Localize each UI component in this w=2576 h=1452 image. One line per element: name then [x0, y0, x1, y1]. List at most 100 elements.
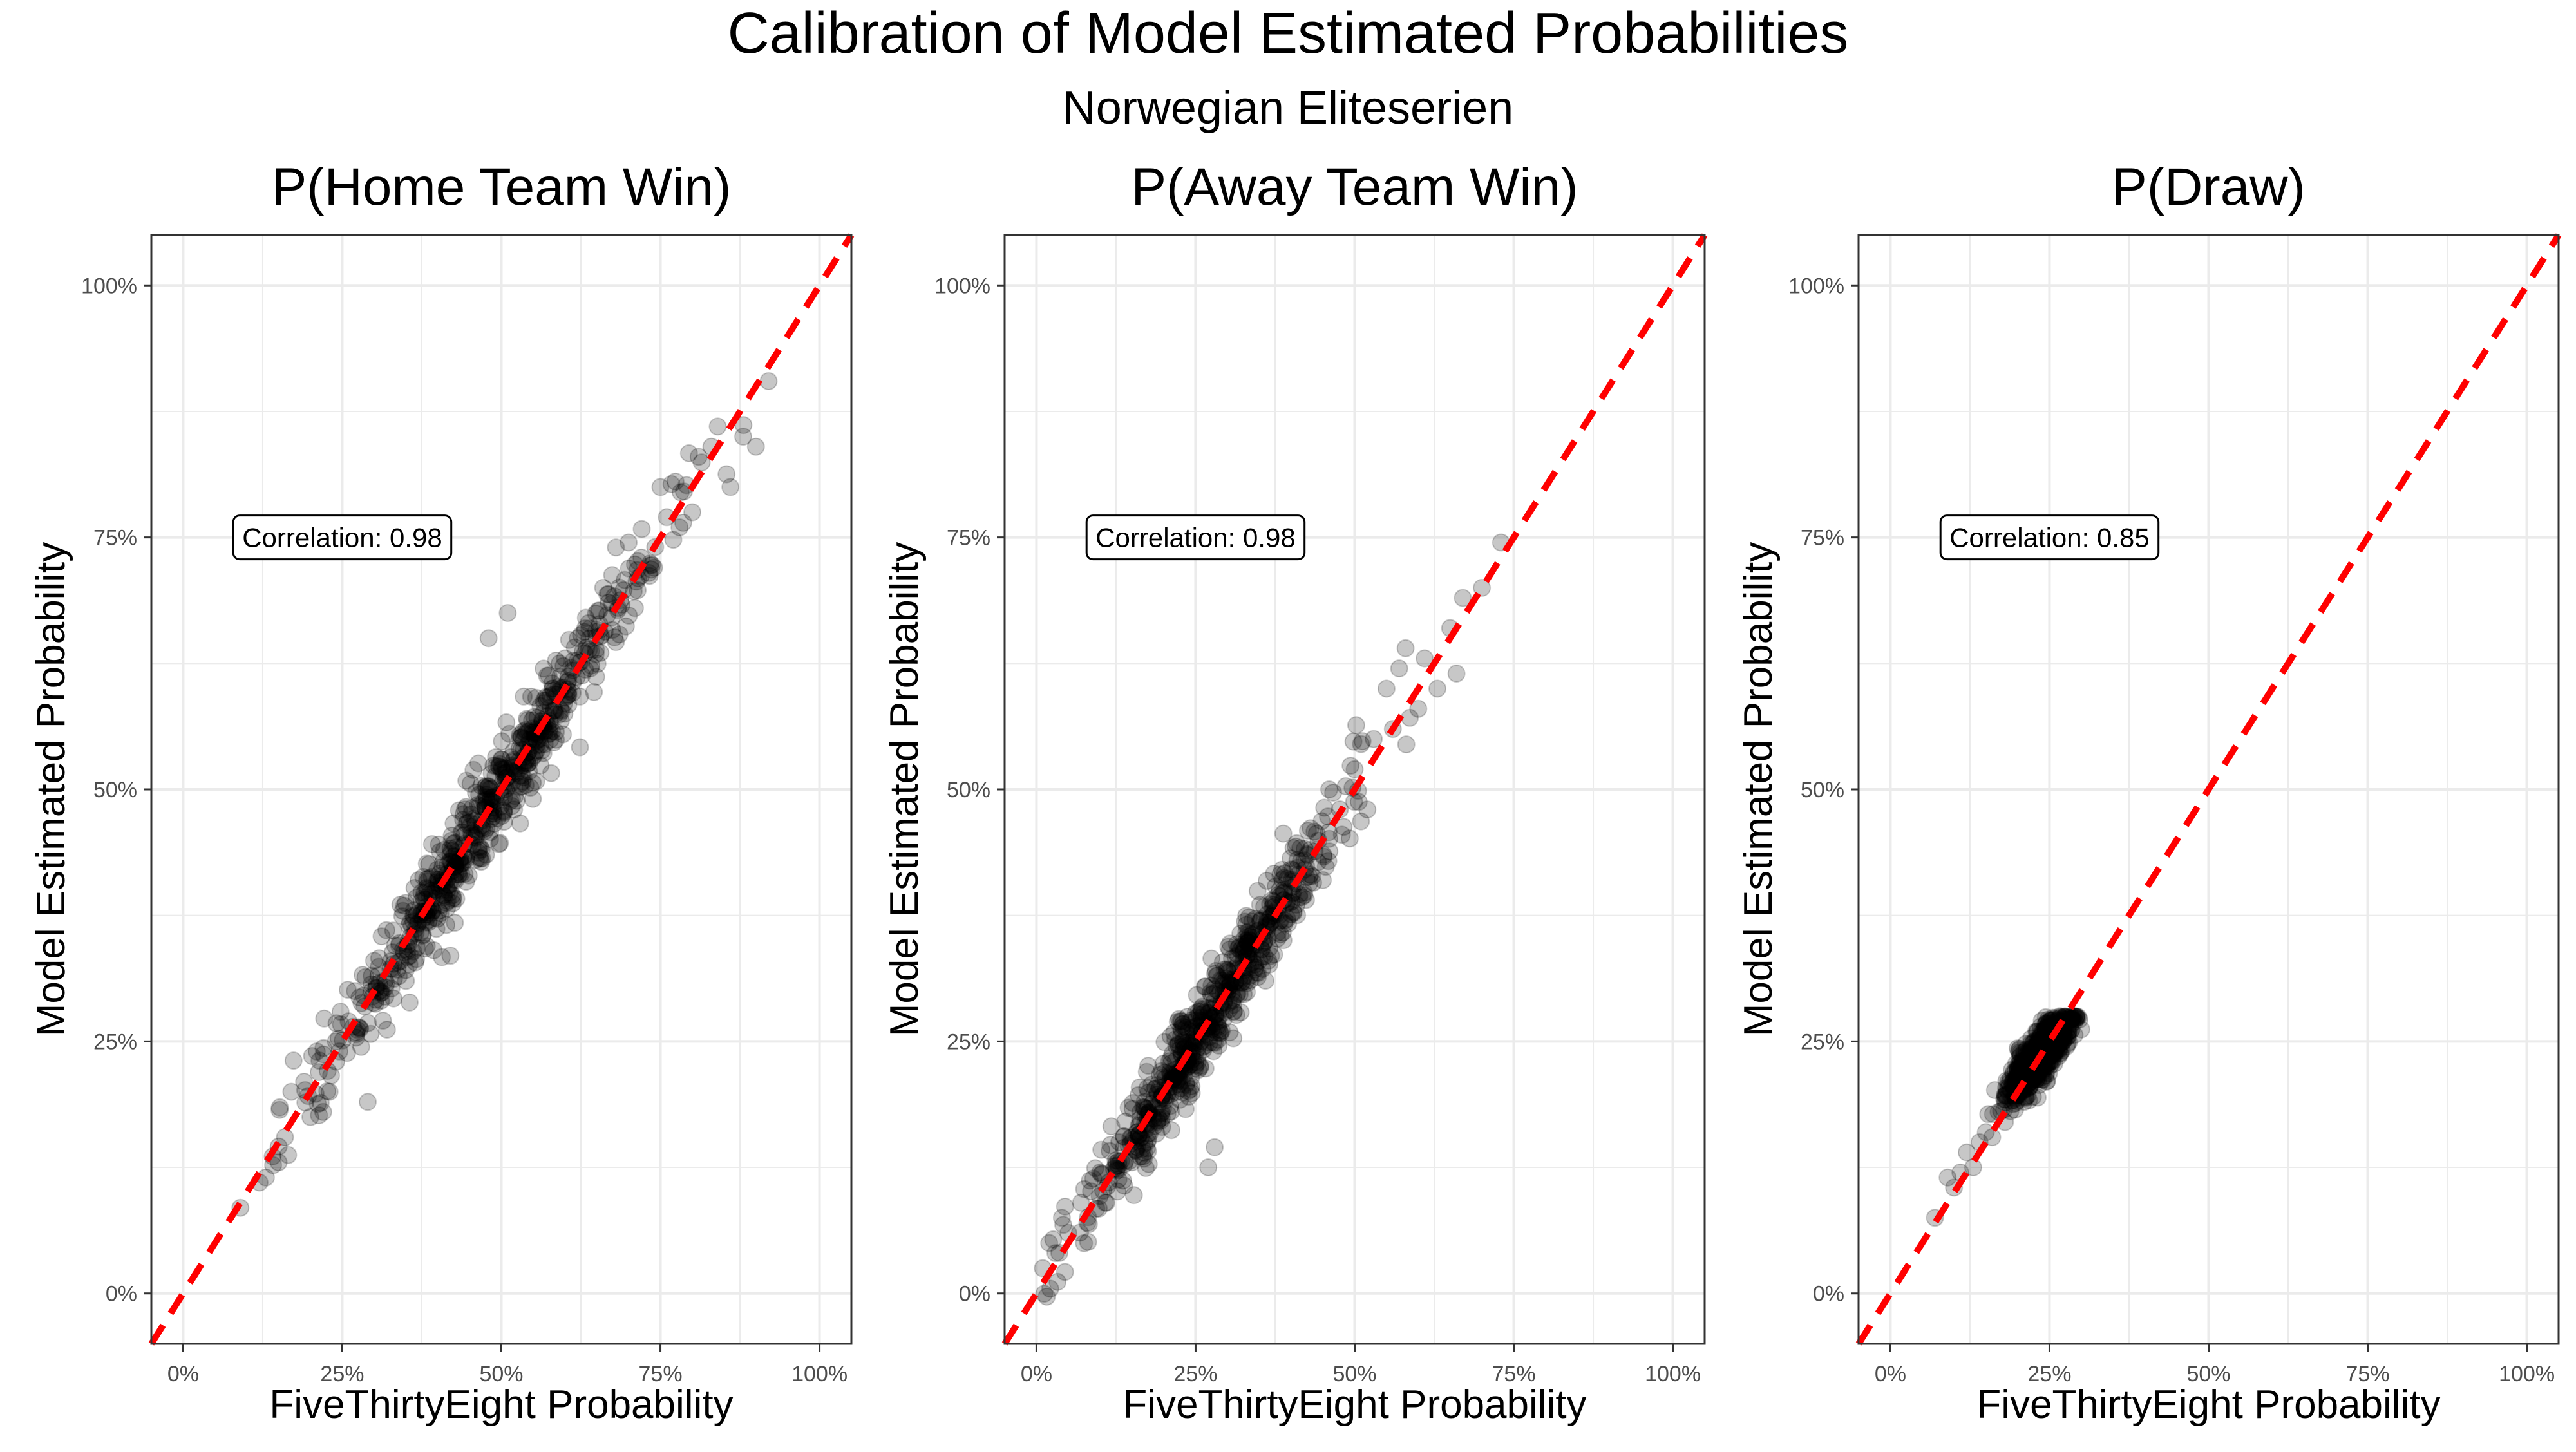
data-point: [472, 853, 491, 871]
data-point: [310, 1106, 328, 1124]
data-point: [565, 638, 584, 657]
data-point: [1211, 1024, 1230, 1042]
data-point: [1241, 966, 1260, 985]
data-point: [489, 757, 508, 775]
data-point: [315, 1009, 334, 1028]
data-point: [441, 839, 460, 858]
data-point: [1958, 1143, 1976, 1162]
data-point: [1139, 1155, 1158, 1173]
data-point: [1213, 1021, 1231, 1040]
data-point: [408, 939, 426, 957]
data-point: [1054, 1216, 1072, 1234]
data-point: [428, 860, 447, 879]
data-point: [1218, 961, 1236, 980]
data-point: [1316, 858, 1335, 876]
data-point: [571, 738, 589, 757]
data-point: [455, 865, 474, 883]
data-point: [585, 683, 603, 701]
data-point: [270, 1098, 289, 1117]
data-point: [1182, 1011, 1201, 1030]
data-point: [1245, 961, 1264, 979]
data-point: [1238, 923, 1257, 941]
data-point: [535, 692, 553, 710]
data-point: [1227, 935, 1246, 954]
data-point: [531, 756, 550, 775]
data-point: [1284, 903, 1303, 922]
data-point: [1224, 1002, 1243, 1021]
data-point: [1236, 939, 1255, 958]
data-point: [1169, 1036, 1187, 1055]
data-point: [430, 901, 448, 920]
data-point: [410, 871, 428, 889]
data-point: [500, 724, 518, 743]
data-point: [1202, 976, 1221, 995]
data-point: [1035, 1285, 1054, 1303]
data-point: [1208, 966, 1226, 985]
data-point: [1377, 679, 1396, 698]
data-point: [1217, 969, 1236, 988]
data-point: [1139, 1083, 1158, 1102]
data-point: [435, 886, 453, 905]
data-point: [477, 786, 495, 804]
data-point: [1174, 1033, 1193, 1051]
data-point: [587, 604, 605, 623]
data-point: [1231, 924, 1250, 943]
data-point: [279, 1146, 298, 1164]
data-point: [1075, 1234, 1094, 1252]
data-point: [1153, 1099, 1172, 1118]
data-point: [397, 972, 415, 990]
data-point: [1219, 938, 1238, 956]
data-point: [1139, 1057, 1157, 1075]
data-point: [442, 831, 461, 850]
data-point: [1205, 979, 1224, 998]
data-point: [1182, 1077, 1201, 1095]
data-point: [1155, 1033, 1174, 1051]
data-point: [1106, 1156, 1124, 1175]
data-point: [469, 844, 488, 862]
data-point: [303, 1047, 321, 1065]
data-point: [424, 941, 443, 959]
data-point: [1269, 923, 1287, 942]
data-point: [1189, 1003, 1208, 1021]
data-point: [1209, 1020, 1228, 1039]
data-point: [493, 760, 512, 778]
data-point: [2023, 1035, 2041, 1053]
y-tick-label: 0%: [106, 1282, 137, 1306]
data-point: [721, 478, 740, 496]
data-point: [1097, 1193, 1116, 1212]
data-point: [2052, 1032, 2071, 1051]
data-point: [1262, 947, 1280, 965]
data-point: [629, 581, 647, 599]
data-point: [1173, 1072, 1191, 1091]
data-point: [1273, 860, 1291, 879]
data-point: [1237, 923, 1256, 942]
panel-title: P(Away Team Win): [1131, 158, 1578, 216]
data-point: [489, 834, 508, 853]
data-point: [356, 968, 375, 986]
data-point: [422, 867, 441, 886]
data-point: [469, 838, 488, 856]
data-point: [632, 520, 651, 538]
data-point: [331, 1003, 350, 1021]
data-point: [516, 724, 535, 743]
data-point: [1938, 1168, 1957, 1187]
data-point: [1163, 1044, 1182, 1063]
data-point: [503, 790, 522, 808]
data-point: [481, 789, 500, 807]
data-point: [1171, 1019, 1190, 1038]
data-point: [2049, 1035, 2068, 1053]
data-point: [270, 1100, 289, 1119]
data-point: [507, 791, 526, 810]
data-point: [408, 915, 427, 934]
data-point: [1416, 649, 1434, 668]
data-point: [666, 472, 685, 491]
data-point: [533, 741, 551, 760]
data-point: [588, 654, 607, 673]
data-point: [1190, 1006, 1209, 1024]
data-point: [418, 880, 437, 898]
data-point: [1295, 883, 1314, 902]
data-point: [1195, 977, 1214, 996]
data-point: [1279, 914, 1298, 933]
data-point: [1137, 1139, 1156, 1158]
